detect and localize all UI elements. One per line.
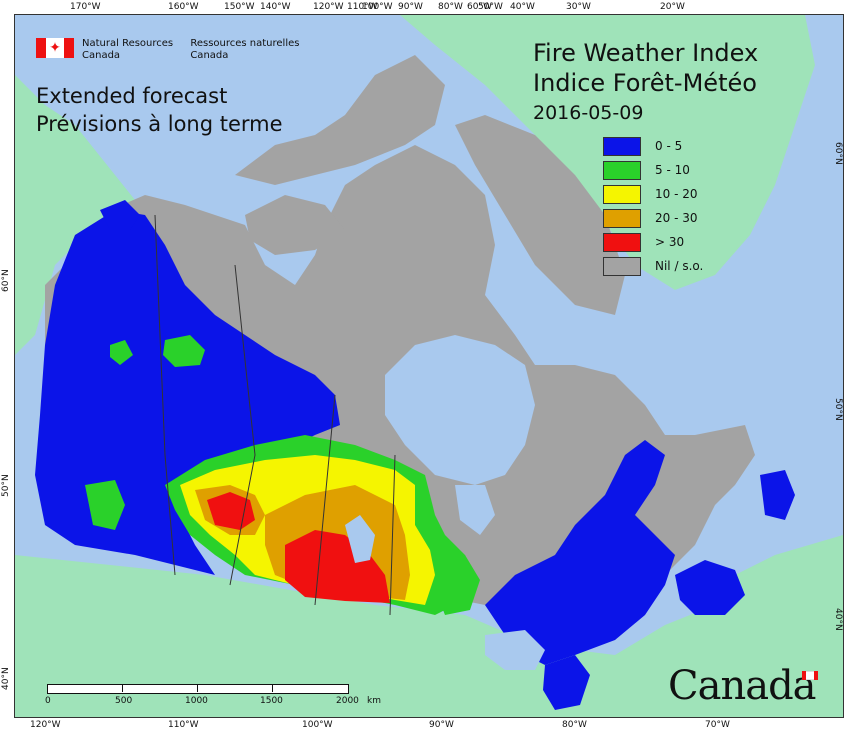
james-bay: [455, 485, 495, 535]
graticule-label: 70°W: [705, 720, 730, 730]
ministry-english-line2: Canada: [82, 50, 121, 61]
subtitle-french: Prévisions à long terme: [36, 112, 283, 136]
scale-label-1500: 1500: [260, 696, 283, 706]
ministry-signature: ✦ Natural Resources Canada Ressources na…: [36, 38, 313, 62]
legend-label: 0 - 5: [655, 139, 683, 153]
fwi-over-30-alberta: [207, 492, 255, 530]
legend-item: 10 - 20: [603, 182, 703, 206]
legend-swatch: [603, 232, 641, 252]
graticule-label: 120°W: [313, 2, 344, 12]
legend-swatch: [603, 160, 641, 180]
forecast-subtitle: Extended forecast Prévisions à long term…: [36, 82, 283, 138]
fwi-0-5-newfoundland: [760, 470, 795, 520]
fwi-0-5-north-patch: [100, 200, 140, 230]
graticule-label: 30°W: [566, 2, 591, 12]
baffin-island: [455, 115, 625, 315]
legend-label: > 30: [655, 235, 685, 249]
legend-item: Nil / s.o.: [603, 254, 703, 278]
graticule-label: 110°W: [347, 2, 378, 12]
scale-label-0: 0: [45, 696, 51, 706]
graticule-label: 80°W: [562, 720, 587, 730]
fwi-0-5-southern-ontario: [543, 655, 590, 710]
graticule-label: 20°W: [660, 2, 685, 12]
canada-flag-icon: ✦: [36, 38, 74, 58]
graticule-label: 60°W: [467, 2, 492, 12]
graticule-label: 60°N: [833, 142, 843, 165]
united-states: [15, 535, 843, 717]
graticule-label: 160°W: [168, 2, 199, 12]
fwi-5-10-patch-1: [163, 335, 205, 367]
fwi-0-5-maritimes: [675, 560, 745, 615]
legend-item: 5 - 10: [603, 158, 703, 182]
legend-item: > 30: [603, 230, 703, 254]
fwi-5-10-east: [435, 555, 480, 615]
legend-label: 10 - 20: [655, 187, 698, 201]
fwi-5-10-patch-2: [110, 340, 133, 365]
hudson-bay: [385, 335, 535, 485]
graticule-label: 100°W: [302, 720, 333, 730]
canada-wordmark: Canada: [668, 663, 818, 709]
graticule-label: 80°W: [438, 2, 463, 12]
title-french: Indice Forêt-Météo: [533, 69, 757, 97]
graticule-label: 120°W: [30, 720, 61, 730]
legend-label: 5 - 10: [655, 163, 690, 177]
graticule-label: 40°N: [833, 608, 843, 631]
legend-label: Nil / s.o.: [655, 259, 704, 273]
graticule-label: 60°N: [1, 269, 11, 292]
graticule-label: 40°N: [1, 667, 11, 690]
fwi-over-30-prairie: [285, 530, 390, 603]
graticule-label: 110°W: [168, 720, 199, 730]
great-lakes: [485, 630, 545, 670]
graticule-label: 50°N: [833, 398, 843, 421]
title-english: Fire Weather Index: [533, 39, 759, 67]
legend-swatch: [603, 136, 641, 156]
graticule-label: 90°W: [429, 720, 454, 730]
ministry-french-line1: Ressources naturelles: [190, 38, 300, 49]
fwi-5-10-patch-3: [85, 480, 125, 530]
legend-item: 0 - 5: [603, 134, 703, 158]
legend-swatch: [603, 184, 641, 204]
legend-item: 20 - 30: [603, 206, 703, 230]
ministry-english-line1: Natural Resources: [82, 38, 174, 49]
graticule-label: 170°W: [70, 2, 101, 12]
graticule-label: 100°W: [362, 2, 393, 12]
graticule-label: 50°W: [478, 2, 503, 12]
fire-weather-map: [15, 15, 843, 717]
wordmark-flag-icon: [802, 671, 818, 680]
lake-winnipeg: [345, 515, 375, 563]
graticule-label: 50°N: [1, 474, 11, 497]
arctic-islands: [235, 55, 445, 185]
subtitle-english: Extended forecast: [36, 84, 228, 108]
scale-label-2000: 2000: [336, 696, 359, 706]
scale-label-500: 500: [115, 696, 133, 706]
graticule-label: 90°W: [398, 2, 423, 12]
scale-label-1000: 1000: [185, 696, 208, 706]
graticule-label: 150°W: [224, 2, 255, 12]
legend: 0 - 5 5 - 10 10 - 20 20 - 30 > 30 Nil / s.o.: [603, 134, 703, 278]
fwi-0-5-east: [485, 440, 675, 665]
scale-unit: km: [367, 696, 381, 706]
province-boundaries: [154, 214, 396, 616]
victoria-island: [245, 195, 345, 255]
ministry-french-line2: Canada: [190, 50, 229, 61]
map-title-block: Fire Weather Index Indice Forêt-Météo 20…: [533, 38, 758, 126]
legend-swatch: [603, 208, 641, 228]
wordmark-text: Canada: [668, 663, 817, 709]
map-frame: [14, 14, 844, 718]
legend-swatch: [603, 256, 641, 276]
legend-label: 20 - 30: [655, 211, 698, 225]
forecast-date: 2016-05-09: [533, 102, 644, 124]
graticule-label: 140°W: [260, 2, 291, 12]
graticule-label: 40°W: [510, 2, 535, 12]
